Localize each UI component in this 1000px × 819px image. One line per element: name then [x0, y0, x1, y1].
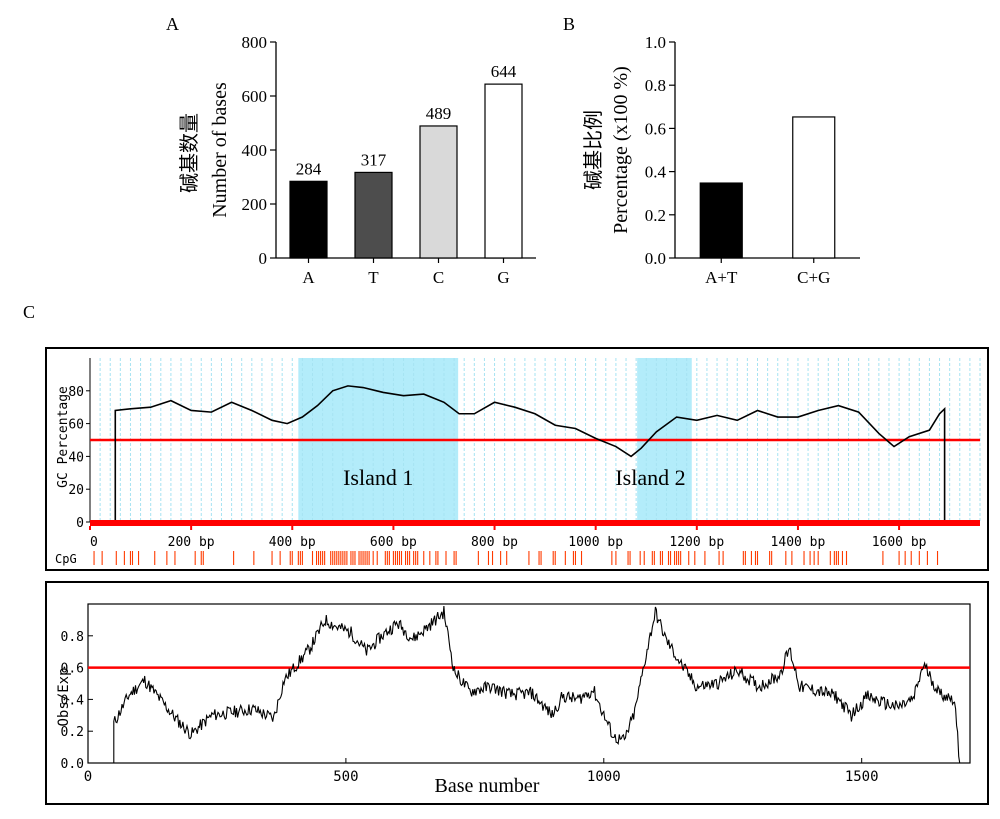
chart-c-bottom-xtick-label: 0: [84, 769, 92, 785]
chart-c-island-label: Island 2: [615, 465, 685, 490]
chart-b-ylabel-cn: 碱基比例: [582, 110, 605, 190]
chart-c-gc-percentage: GC Percentage 0 20 40 60 80 0 200 bp 400 bp 600 …: [55, 358, 981, 566]
chart-c-bottom-frame: [45, 581, 989, 805]
chart-c-gc-curve: [90, 385, 980, 523]
chart-c-top-xtick-label: 400 bp: [269, 535, 316, 550]
chart-c-obs-exp-curve: [113, 606, 961, 764]
chart-a-ylabel-cn: 碱基数量: [178, 113, 201, 193]
chart-b-ytick-label: 0.0: [645, 249, 666, 268]
chart-b-ytick-label: 0.6: [645, 119, 666, 138]
chart-a-xtick-label: T: [368, 268, 379, 287]
chart-c-top-frame: [45, 347, 989, 571]
chart-a-data-label: 644: [491, 62, 517, 81]
chart-a-bar: [419, 125, 458, 259]
chart-a-bar: [289, 180, 328, 259]
chart-c-top-xtick-label: 200 bp: [168, 535, 215, 550]
chart-c-bottom-xtick-label: 1500: [845, 769, 879, 785]
chart-c-bottom-xtick-label: 500: [333, 769, 358, 785]
chart-c-top-ylabel: GC Percentage: [56, 386, 71, 488]
chart-a-ytick-label: 800: [242, 33, 268, 52]
chart-b-ytick-label: 0.2: [645, 206, 666, 225]
chart-c-bottom-xlabel: Base number: [435, 775, 540, 797]
chart-c-top-ytick-label: 80: [68, 385, 84, 400]
chart-c-obs-exp: Obs/Exp Base number 0.0 0.2 0.4 0.6 0.8 0 500 1…: [56, 603, 971, 797]
chart-c-bottom-ylabel: Obs/Exp: [56, 667, 72, 726]
chart-a-bar: [354, 171, 393, 259]
chart-b-base-ratio: 碱基比例 Percentage (x100 %) 0.0 0.2 0.4 0.6 0.8…: [582, 33, 860, 287]
chart-c-bottom-xtick-label: 1000: [587, 769, 621, 785]
chart-a-xtick-label: A: [302, 268, 315, 287]
chart-a-base-counts: 碱基数量 Number of bases 0 200 400 600 800 284 A 31…: [178, 33, 536, 287]
chart-b-bar: [792, 116, 836, 259]
chart-b-ytick-label: 0.8: [645, 76, 666, 95]
chart-c-bottom-ytick-label: 0.4: [61, 693, 85, 708]
chart-c-bottom-ytick-label: 0.6: [61, 662, 84, 677]
chart-a-xtick-label: C: [433, 268, 444, 287]
panel-letter-a: A: [166, 14, 179, 34]
chart-c-top-ytick-label: 60: [68, 418, 84, 433]
chart-a-data-label: 317: [361, 150, 387, 169]
chart-c-top-xtick-label: 1200 bp: [669, 535, 724, 550]
chart-a-ytick-label: 200: [242, 195, 268, 214]
panel-letter-b: B: [563, 14, 575, 34]
chart-c-cpg-track: [93, 551, 939, 565]
chart-c-bottom-ytick-label: 0.2: [61, 725, 84, 740]
chart-c-bottom-ytick-label: 0.8: [61, 630, 84, 645]
chart-c-top-ytick-label: 20: [68, 483, 84, 498]
chart-c-cpg-label: CpG: [55, 552, 77, 566]
chart-c-top-xtick-label: 800 bp: [471, 535, 518, 550]
chart-c-island-label: Island 1: [343, 465, 413, 490]
chart-a-ylabel: Number of bases: [209, 82, 231, 218]
chart-c-bottom-plot-area: [87, 603, 971, 764]
chart-b-xtick-label: A+T: [705, 268, 738, 287]
chart-c-top-xtick-label: 1000 bp: [568, 535, 623, 550]
chart-c-top-baseline: [90, 520, 980, 526]
chart-b-ylabel: Percentage (x100 %): [610, 66, 632, 234]
chart-c-top-xtick-label: 1400 bp: [771, 535, 826, 550]
chart-b-xtick-label: C+G: [797, 268, 830, 287]
chart-c-bottom-ytick-label: 0.0: [61, 757, 84, 772]
chart-a-ytick-label: 0: [259, 249, 268, 268]
chart-a-data-label: 489: [426, 104, 452, 123]
chart-a-xtick-label: G: [497, 268, 509, 287]
chart-b-ytick-label: 0.4: [645, 163, 667, 182]
chart-a-bar: [484, 83, 523, 259]
chart-c-top-xtick-label: 0: [90, 535, 98, 550]
chart-c-top-ytick-label: 40: [68, 450, 84, 465]
chart-a-ytick-label: 400: [242, 141, 268, 160]
chart-c-top-ytick-label: 0: [76, 516, 84, 531]
chart-c-top-xtick-label: 1600 bp: [872, 535, 927, 550]
chart-b-bar: [699, 182, 743, 259]
chart-a-data-label: 284: [296, 159, 322, 178]
panel-letter-c: C: [23, 302, 35, 322]
chart-a-ytick-label: 600: [242, 87, 268, 106]
chart-b-ytick-label: 1.0: [645, 33, 666, 52]
chart-c-top-xtick-label: 600 bp: [370, 535, 417, 550]
